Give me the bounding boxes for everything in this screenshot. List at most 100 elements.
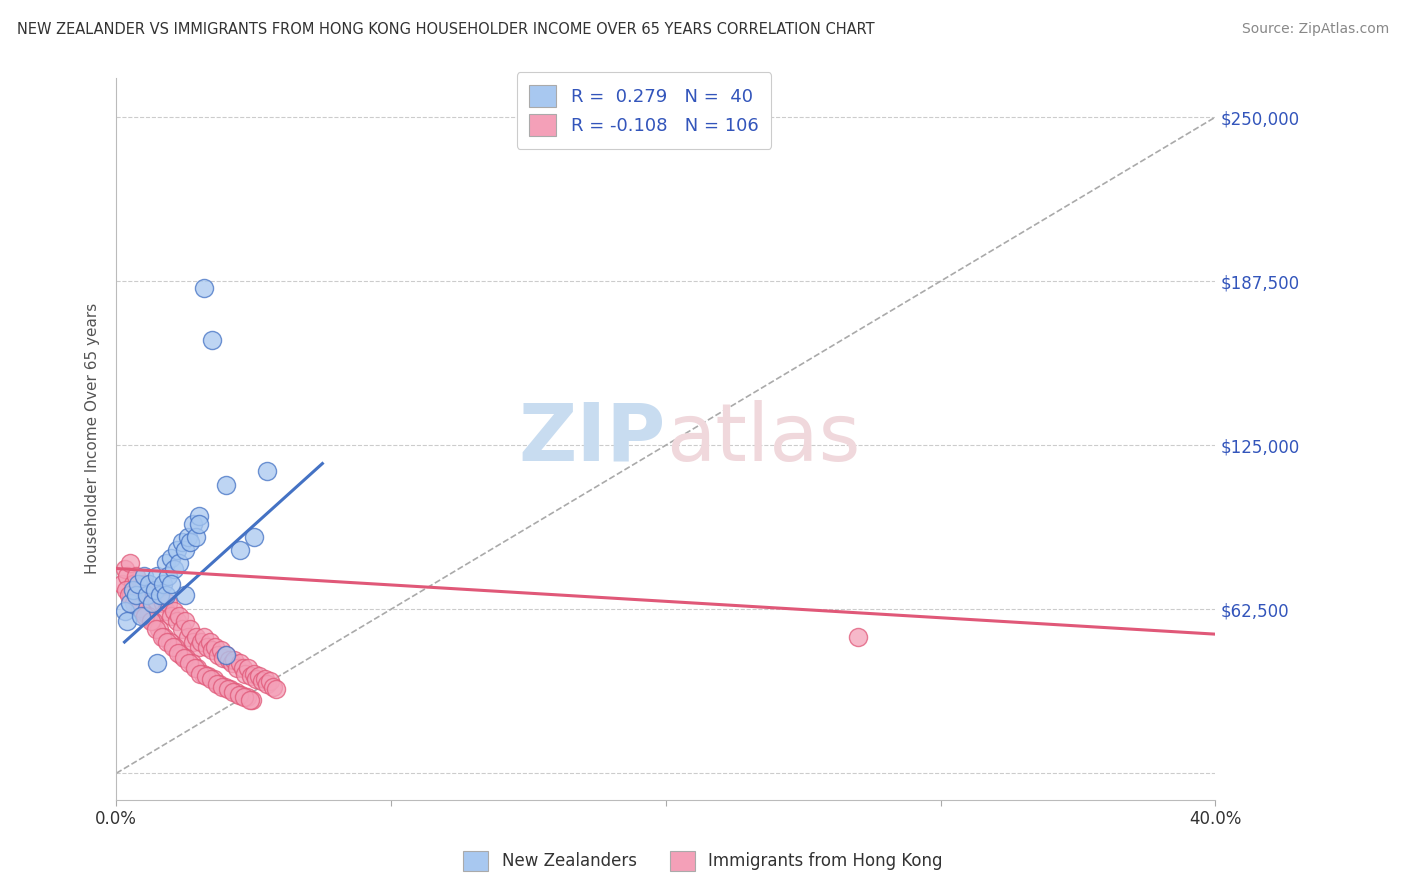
Text: Source: ZipAtlas.com: Source: ZipAtlas.com [1241, 22, 1389, 37]
Point [169, 556, 191, 570]
Point [115, 582, 138, 597]
Point [114, 603, 136, 617]
Point [264, 682, 287, 697]
Point [222, 685, 245, 699]
Point [201, 333, 224, 347]
Point [229, 543, 252, 558]
Point [166, 614, 188, 628]
Point [125, 596, 148, 610]
Point [238, 693, 260, 707]
Point [135, 588, 157, 602]
Point [225, 685, 247, 699]
Point [215, 477, 238, 491]
Point [149, 588, 172, 602]
Point [132, 569, 155, 583]
Point [141, 596, 163, 610]
Point [135, 588, 157, 602]
Point [124, 588, 146, 602]
Point [238, 661, 260, 675]
Point [157, 569, 180, 583]
Point [156, 635, 179, 649]
Point [120, 588, 142, 602]
Y-axis label: Householder Income Over 65 years: Householder Income Over 65 years [86, 303, 100, 574]
Point [205, 677, 228, 691]
Point [127, 577, 149, 591]
Point [253, 672, 276, 686]
Point [162, 640, 184, 655]
Point [155, 556, 177, 570]
Point [166, 543, 188, 558]
Point [146, 596, 169, 610]
Point [128, 601, 150, 615]
Point [215, 648, 238, 662]
Point [256, 464, 278, 478]
Point [184, 630, 207, 644]
Text: NEW ZEALANDER VS IMMIGRANTS FROM HONG KONG HOUSEHOLDER INCOME OVER 65 YEARS CORR: NEW ZEALANDER VS IMMIGRANTS FROM HONG KO… [17, 22, 875, 37]
Point [127, 582, 149, 597]
Point [224, 653, 246, 667]
Point [152, 596, 174, 610]
Point [259, 674, 281, 689]
Text: ZIP: ZIP [519, 400, 666, 477]
Point [117, 569, 139, 583]
Point [155, 603, 177, 617]
Point [179, 622, 201, 636]
Point [187, 509, 209, 524]
Point [187, 516, 209, 531]
Point [129, 588, 152, 602]
Point [187, 640, 209, 655]
Point [143, 582, 166, 597]
Point [136, 608, 159, 623]
Point [111, 577, 134, 591]
Point [160, 551, 183, 566]
Point [121, 577, 143, 591]
Legend: R =  0.279   N =  40, R = -0.108   N = 106: R = 0.279 N = 40, R = -0.108 N = 106 [516, 72, 770, 149]
Point [209, 643, 232, 657]
Point [183, 661, 205, 675]
Point [242, 666, 264, 681]
Point [219, 682, 242, 697]
Point [145, 622, 167, 636]
Point [138, 596, 160, 610]
Point [172, 535, 194, 549]
Point [193, 281, 215, 295]
Point [232, 661, 254, 675]
Point [221, 656, 243, 670]
Point [262, 680, 284, 694]
Point [149, 588, 172, 602]
Point [215, 648, 238, 662]
Point [150, 630, 173, 644]
Point [160, 608, 183, 623]
Point [245, 672, 267, 686]
Point [157, 596, 180, 610]
Point [250, 674, 273, 689]
Point [211, 680, 233, 694]
Point [139, 614, 162, 628]
Point [229, 656, 252, 670]
Point [193, 630, 215, 644]
Point [846, 630, 869, 644]
Point [239, 669, 262, 683]
Point [177, 530, 200, 544]
Point [204, 640, 226, 655]
Point [165, 640, 187, 655]
Point [114, 561, 136, 575]
Point [163, 561, 186, 575]
Point [179, 535, 201, 549]
Point [155, 588, 177, 602]
Point [180, 656, 202, 670]
Point [201, 643, 224, 657]
Point [256, 677, 278, 691]
Point [121, 582, 143, 597]
Point [172, 622, 194, 636]
Point [124, 569, 146, 583]
Point [131, 603, 153, 617]
Point [188, 666, 211, 681]
Point [184, 530, 207, 544]
Point [198, 635, 221, 649]
Point [148, 622, 170, 636]
Point [167, 646, 190, 660]
Point [174, 588, 197, 602]
Point [129, 608, 152, 623]
Point [181, 635, 204, 649]
